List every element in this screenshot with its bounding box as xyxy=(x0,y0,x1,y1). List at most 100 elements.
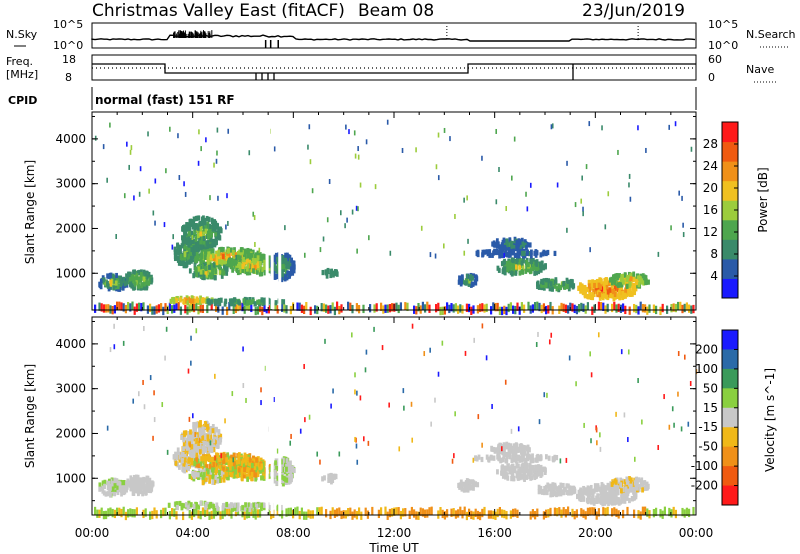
heat-cell xyxy=(524,268,528,274)
heat-cell xyxy=(143,285,147,291)
heat-cell xyxy=(531,304,534,313)
heat-cell xyxy=(406,302,409,312)
heat-cell xyxy=(510,248,514,255)
heat-cell xyxy=(186,306,189,315)
heat-cell xyxy=(132,474,136,481)
heat-cell xyxy=(147,271,151,278)
heat-cell xyxy=(530,469,533,476)
heat-cell xyxy=(591,498,595,504)
heat-cell xyxy=(589,294,593,300)
heat-cell xyxy=(195,506,198,516)
heat-cell xyxy=(129,282,132,288)
heat-cell xyxy=(524,458,528,464)
heat-cell xyxy=(637,510,640,519)
heat-cell xyxy=(281,270,284,276)
heat-cell xyxy=(214,373,216,379)
heat-cell xyxy=(523,469,527,476)
heat-cell xyxy=(520,302,523,311)
heat-cell xyxy=(202,239,206,245)
heat-cell xyxy=(399,302,402,311)
heat-cell xyxy=(288,254,292,260)
heat-cell xyxy=(592,288,595,295)
heat-cell xyxy=(637,125,639,131)
heat-cell xyxy=(259,303,262,313)
heat-cell xyxy=(109,492,112,498)
heat-cell xyxy=(106,177,108,183)
heat-cell xyxy=(122,278,126,284)
heat-cell xyxy=(480,456,484,463)
heat-cell xyxy=(188,222,192,228)
heat-cell xyxy=(534,464,538,470)
heat-cell xyxy=(227,261,231,268)
heat-cell xyxy=(578,493,582,499)
heat-cell xyxy=(220,470,223,476)
heat-cell xyxy=(537,489,541,495)
heat-cell xyxy=(523,450,527,456)
heat-cell xyxy=(118,481,122,487)
heat-cell xyxy=(512,476,516,482)
heat-cell xyxy=(231,391,234,397)
heat-cell xyxy=(501,509,504,518)
heat-cell xyxy=(214,236,218,242)
heat-cell xyxy=(192,446,195,452)
heat-cell xyxy=(180,505,184,511)
heat-cell xyxy=(253,264,257,270)
heat-cell xyxy=(227,259,231,265)
heat-cell xyxy=(212,256,216,262)
heat-cell xyxy=(203,297,206,303)
heat-cell xyxy=(511,448,515,455)
heat-cell xyxy=(477,454,481,460)
heat-cell xyxy=(216,505,219,511)
heat-cell xyxy=(207,456,211,463)
heat-cell xyxy=(196,272,200,278)
heat-cell xyxy=(151,306,154,315)
heat-cell xyxy=(461,305,464,314)
heat-cell xyxy=(257,261,260,267)
heat-cell xyxy=(581,175,583,181)
heat-cell xyxy=(538,262,542,268)
heat-cell xyxy=(195,457,198,463)
heat-cell xyxy=(588,286,592,292)
heat-cell xyxy=(115,272,118,279)
heat-cell xyxy=(639,301,642,310)
heat-cell xyxy=(272,271,276,277)
heat-cell xyxy=(212,447,216,453)
heat-cell xyxy=(210,442,214,448)
heat-cell xyxy=(615,411,617,417)
heat-cell xyxy=(279,504,283,511)
heat-cell xyxy=(689,380,692,386)
heat-cell xyxy=(210,217,214,223)
heat-cell xyxy=(587,498,590,504)
heat-cell xyxy=(238,300,241,306)
heat-cell xyxy=(208,511,211,520)
heat-cell xyxy=(599,446,602,452)
heat-cell xyxy=(254,461,258,467)
heat-cell xyxy=(122,479,126,486)
heat-cell xyxy=(208,254,212,260)
heat-cell xyxy=(174,251,178,257)
heat-cell xyxy=(308,124,311,130)
heat-cell xyxy=(229,260,233,266)
heat-cell xyxy=(450,303,453,312)
heat-cell xyxy=(252,470,256,476)
heat-cell xyxy=(208,248,212,254)
heat-cell xyxy=(535,261,539,267)
heat-cell xyxy=(397,507,400,516)
heat-cell xyxy=(214,232,218,238)
heat-cell xyxy=(572,283,576,289)
heat-cell xyxy=(215,303,218,312)
heat-cell xyxy=(415,147,417,153)
heat-cell xyxy=(521,241,525,247)
heat-cell xyxy=(645,147,647,153)
heat-cell xyxy=(620,274,624,280)
heat-cell xyxy=(213,274,217,281)
heat-cell xyxy=(623,272,627,278)
heat-cell xyxy=(222,466,225,472)
heat-cell xyxy=(244,460,248,466)
heat-cell xyxy=(115,485,119,491)
heat-cell xyxy=(205,137,207,143)
heat-cell xyxy=(550,488,554,494)
heat-cell xyxy=(659,509,662,518)
heat-cell xyxy=(679,301,682,311)
